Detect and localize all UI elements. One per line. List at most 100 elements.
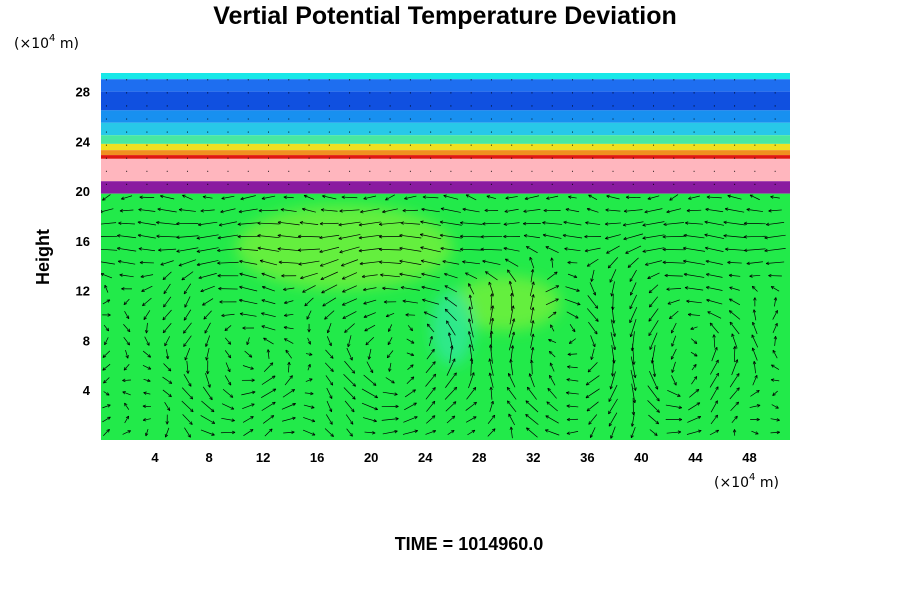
vector-arrow [238,298,258,305]
vector-dot [734,131,736,133]
vector-arrow [281,402,296,410]
vector-dot [288,131,290,133]
vector-arrow [261,299,276,305]
vector-arrow [510,345,515,363]
vector-dot [105,105,107,107]
vector-dot [592,170,594,172]
vector-arrow [642,247,665,253]
vector-arrow [488,281,495,296]
vector-arrow [544,429,560,436]
vector-arrow [123,324,131,333]
vector-arrow [262,415,275,424]
vector-arrow [444,297,458,307]
vector-arrow [550,324,555,332]
vector-arrow [339,209,360,213]
vector-arrow [630,356,637,379]
vector-arrow [586,207,599,213]
vector-dot [308,92,310,94]
vector-arrow [751,285,758,292]
vector-arrow [666,430,682,434]
vector-arrow [444,386,458,400]
y-unit-label: (×104 m) [14,33,79,52]
vector-arrow [468,344,473,364]
vector-dot [267,92,270,94]
vector-arrow [567,260,578,265]
vector-arrow [667,390,681,397]
vector-arrow [341,272,358,280]
vector-arrow [723,220,746,226]
vector-arrow [287,361,291,373]
vector-arrow [200,429,215,436]
vector-arrow [610,426,616,439]
vector-arrow [183,283,192,295]
vector-arrow [420,246,441,253]
vector-arrow [246,337,250,346]
vector-arrow [773,297,778,307]
vector-arrow [101,273,113,279]
vector-dot [490,105,492,107]
vector-arrow [686,299,702,304]
vector-arrow [447,332,454,350]
vector-arrow [764,248,786,253]
vector-arrow [523,209,541,213]
vector-arrow [625,245,642,254]
vector-dot [612,170,614,172]
vector-dot [571,118,574,120]
vector-arrow [649,371,659,390]
vector-arrow [157,207,177,213]
vector-dot [653,105,655,107]
vector-arrow [222,388,234,398]
vector-arrow [196,260,219,267]
vector-arrow [242,403,255,410]
vector-arrow [380,273,400,278]
vector-arrow [297,248,321,252]
vector-arrow [363,312,376,318]
vector-arrow [388,362,392,372]
vector-dot [207,157,209,159]
vector-dot [288,118,290,120]
vector-arrow [568,195,577,199]
vector-arrow [460,234,483,238]
vector-arrow [117,260,136,265]
vector-dot [328,118,330,120]
vector-arrow [322,297,337,307]
vector-arrow [201,400,215,413]
vector-dot [328,170,330,172]
vector-arrow [509,426,514,439]
vector-arrow [731,333,738,349]
vector-arrow [662,260,685,265]
vector-arrow [507,269,517,282]
vector-arrow [627,257,639,268]
vector-arrow [623,209,643,213]
vector-arrow [402,299,418,304]
vector-dot [713,92,715,94]
vector-arrow [182,414,193,425]
color-band [101,158,790,182]
vector-arrow [142,350,152,358]
vector-arrow [629,269,637,282]
vector-arrow [221,417,235,422]
vector-dot [774,170,776,172]
vector-arrow [662,247,685,252]
vector-dot [146,157,148,159]
vector-arrow [731,359,739,376]
field-cell [430,290,474,366]
vector-arrow [606,194,620,200]
vector-arrow [562,233,583,239]
vector-arrow [102,404,111,409]
vector-dot [186,157,189,159]
vector-arrow [122,391,131,396]
vector-arrow [176,235,199,239]
vector-arrow [768,209,782,213]
vector-dot [247,170,249,172]
vector-dot [511,131,513,133]
vector-dot [288,170,290,172]
vector-arrow [644,260,662,266]
vector-arrow [239,312,257,317]
vector-arrow [183,322,192,334]
y-unit-suffix: m) [55,36,79,52]
vector-arrow [609,269,617,283]
vector-dot [186,92,189,94]
vector-arrow [764,234,786,240]
vector-arrow [261,285,275,292]
